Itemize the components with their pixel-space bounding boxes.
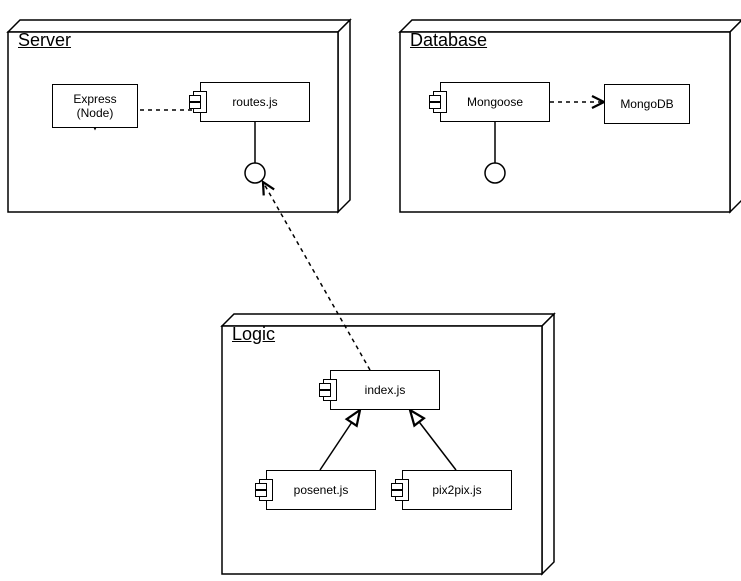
- mongoose_iface: [485, 163, 505, 183]
- mongoose-component-icon: [433, 91, 447, 113]
- mongoose-label: Mongoose: [467, 95, 523, 109]
- mongodb-label: MongoDB: [620, 97, 673, 111]
- pix2pix-label: pix2pix.js: [432, 483, 481, 497]
- posenet-component: posenet.js: [266, 470, 376, 510]
- routes_iface: [245, 163, 265, 183]
- mongodb-box: MongoDB: [604, 84, 690, 124]
- posenet-component-icon: [259, 479, 273, 501]
- index-component-icon: [323, 379, 337, 401]
- posenet-to-index: [320, 410, 360, 470]
- index-label: index.js: [365, 383, 406, 397]
- routes-label: routes.js: [232, 95, 277, 109]
- mongoose-component: Mongoose: [440, 82, 550, 122]
- server-package-title: Server: [18, 30, 71, 51]
- pix2pix-to-index: [410, 410, 456, 470]
- logic-package: [222, 314, 554, 574]
- posenet-label: posenet.js: [294, 483, 349, 497]
- database-package-title: Database: [410, 30, 487, 51]
- pix2pix-component-icon: [395, 479, 409, 501]
- logic-package-title: Logic: [232, 324, 275, 345]
- express-label: Express (Node): [73, 92, 116, 120]
- routes-component-icon: [193, 91, 207, 113]
- index-to-routes-iface: [263, 182, 370, 370]
- express-node-box: Express (Node): [52, 84, 138, 128]
- diagram-canvas: Server Database Logic Express (Node) rou…: [0, 0, 741, 581]
- index-component: index.js: [330, 370, 440, 410]
- pix2pix-component: pix2pix.js: [402, 470, 512, 510]
- routes-component: routes.js: [200, 82, 310, 122]
